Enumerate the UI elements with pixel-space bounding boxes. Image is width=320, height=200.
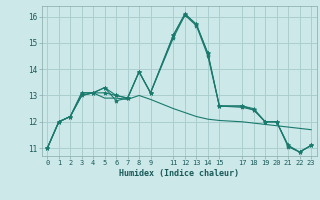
X-axis label: Humidex (Indice chaleur): Humidex (Indice chaleur) [119, 169, 239, 178]
